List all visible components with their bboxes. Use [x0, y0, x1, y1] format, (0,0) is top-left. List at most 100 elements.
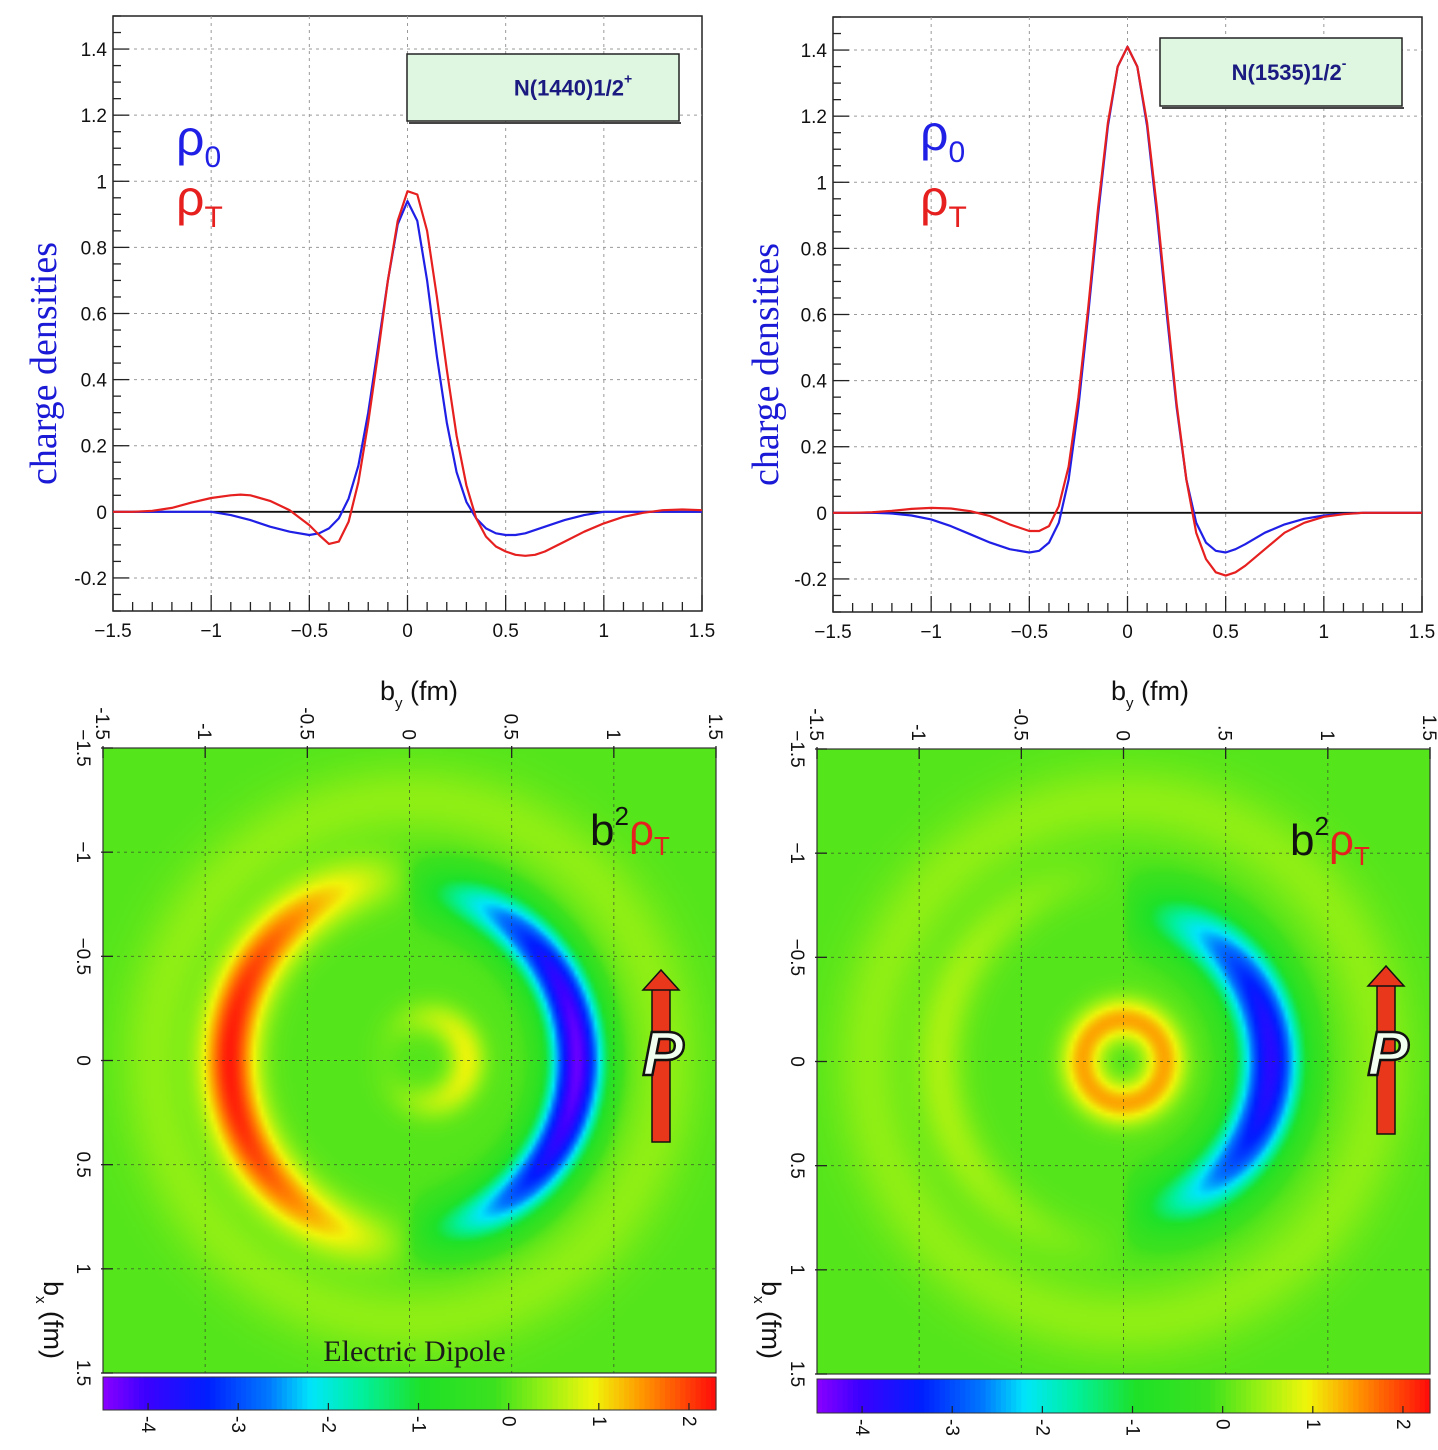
colorbar-segment: [1072, 1379, 1079, 1413]
x-tick-label: 1.5: [1409, 622, 1435, 643]
colorbar-segment: [358, 1377, 365, 1410]
colorbar-segment: [1123, 1379, 1130, 1413]
colorbar-segment: [924, 1379, 930, 1413]
colorbar-segment: [1174, 1379, 1181, 1413]
top-tick-label: -1: [907, 724, 928, 741]
colorbar-segment: [429, 1377, 436, 1410]
colorbar-segment: [307, 1377, 314, 1410]
colorbar-segment: [133, 1377, 140, 1410]
colorbar-segment: [1220, 1379, 1227, 1413]
colorbar-segment: [1424, 1379, 1431, 1413]
legend-entry-rhoT: ρT: [920, 170, 967, 234]
x-axis-title: bx (fm): [750, 1281, 786, 1359]
colorbar-segment: [435, 1377, 441, 1410]
colorbar-segment: [1307, 1379, 1314, 1413]
colorbar-segment: [1011, 1379, 1017, 1413]
left-tick-label: −0.5: [786, 939, 807, 977]
colorbar-tick-label: -1: [1122, 1419, 1143, 1436]
colorbar-segment: [179, 1377, 186, 1410]
colorbar-segment: [965, 1379, 971, 1413]
colorbar-segment: [506, 1377, 513, 1410]
left-tick-label: −1.5: [72, 729, 93, 767]
colorbar-segment: [501, 1377, 508, 1410]
colorbar-segment: [1143, 1379, 1150, 1413]
colorbar-segment: [705, 1377, 712, 1410]
polarization-label: P: [642, 1020, 684, 1089]
colorbar-segment: [404, 1377, 411, 1410]
colorbar-segment: [332, 1377, 339, 1410]
legend-entry-rhoT: ρT: [176, 170, 223, 234]
left-tick-label: 1.5: [786, 1361, 807, 1387]
colorbar-segment: [353, 1377, 360, 1410]
top-tick-label: -1.5: [805, 708, 826, 741]
colorbar-segment: [634, 1377, 640, 1410]
colorbar-segment: [200, 1377, 206, 1410]
colorbar-segment: [481, 1377, 487, 1410]
colorbar-segment: [1251, 1379, 1257, 1413]
colorbar-segment: [271, 1377, 278, 1410]
colorbar-segment: [486, 1377, 492, 1410]
colorbar-segment: [143, 1377, 150, 1410]
x-tick-label: −0.5: [1011, 622, 1049, 643]
colorbar-segment: [903, 1379, 910, 1413]
title-badge: [406, 53, 680, 122]
y-tick-label: 0: [816, 504, 827, 525]
colorbar-segment: [862, 1379, 869, 1413]
legend-entry-rho0: ρ0: [176, 110, 221, 174]
colorbar-segment: [1179, 1379, 1186, 1413]
colorbar-segment: [1317, 1379, 1324, 1413]
colorbar-segment: [649, 1377, 656, 1410]
colorbar-segment: [348, 1377, 354, 1410]
y-tick-label: 1: [816, 173, 827, 194]
colorbar-segment: [914, 1379, 920, 1413]
colorbar-segment: [445, 1377, 451, 1410]
colorbar-segment: [414, 1377, 421, 1410]
colorbar-tick-label: 2: [1392, 1419, 1413, 1430]
legend-entry-rho0: ρ0: [920, 105, 965, 169]
colorbar-segment: [654, 1377, 661, 1410]
polarization-label: P: [1367, 1020, 1409, 1089]
colorbar-segment: [1322, 1379, 1329, 1413]
colorbar-segment: [1343, 1379, 1349, 1413]
colorbar-segment: [1097, 1379, 1104, 1413]
x-tick-label: 0.5: [492, 621, 518, 642]
y-tick-label: -0.2: [794, 570, 827, 591]
colorbar-segment: [613, 1377, 620, 1410]
colorbar-segment: [1256, 1379, 1263, 1413]
colorbar-segment: [526, 1377, 533, 1410]
colorbar-segment: [1041, 1379, 1048, 1413]
colorbar-tick-label: -2: [317, 1416, 338, 1433]
colorbar-segment: [460, 1377, 467, 1410]
colorbar-segment: [1389, 1379, 1395, 1413]
colorbar-segment: [1184, 1379, 1191, 1413]
colorbar-segment: [1297, 1379, 1303, 1413]
colorbar-segment: [898, 1379, 905, 1413]
colorbar-segment: [908, 1379, 915, 1413]
colorbar-segment: [1036, 1379, 1043, 1413]
colorbar-segment: [1235, 1379, 1242, 1413]
colorbar-segment: [1128, 1379, 1135, 1413]
colorbar-tick-label: 2: [678, 1416, 699, 1427]
colorbar-segment: [1113, 1379, 1119, 1413]
left-tick-label: −0.5: [72, 938, 93, 976]
colorbar-segment: [1292, 1379, 1298, 1413]
colorbar-segment: [297, 1377, 303, 1410]
colorbar-segment: [572, 1377, 579, 1410]
colorbar-segment: [1348, 1379, 1354, 1413]
colorbar-segment: [327, 1377, 334, 1410]
colorbar-segment: [1077, 1379, 1084, 1413]
colorbar-segment: [1327, 1379, 1334, 1413]
colorbar-segment: [970, 1379, 976, 1413]
colorbar-segment: [980, 1379, 987, 1413]
colorbar-segment: [1067, 1379, 1074, 1413]
colorbar-segment: [690, 1377, 697, 1410]
y-tick-label: 1.2: [81, 106, 107, 127]
colorbar-segment: [159, 1377, 165, 1410]
colorbar-segment: [593, 1377, 600, 1410]
colorbar-tick-label: 1: [1302, 1419, 1323, 1430]
colorbar-segment: [1302, 1379, 1308, 1413]
x-tick-label: −1.5: [94, 621, 132, 642]
colorbar-segment: [373, 1377, 380, 1410]
colorbar-segment: [1353, 1379, 1360, 1413]
